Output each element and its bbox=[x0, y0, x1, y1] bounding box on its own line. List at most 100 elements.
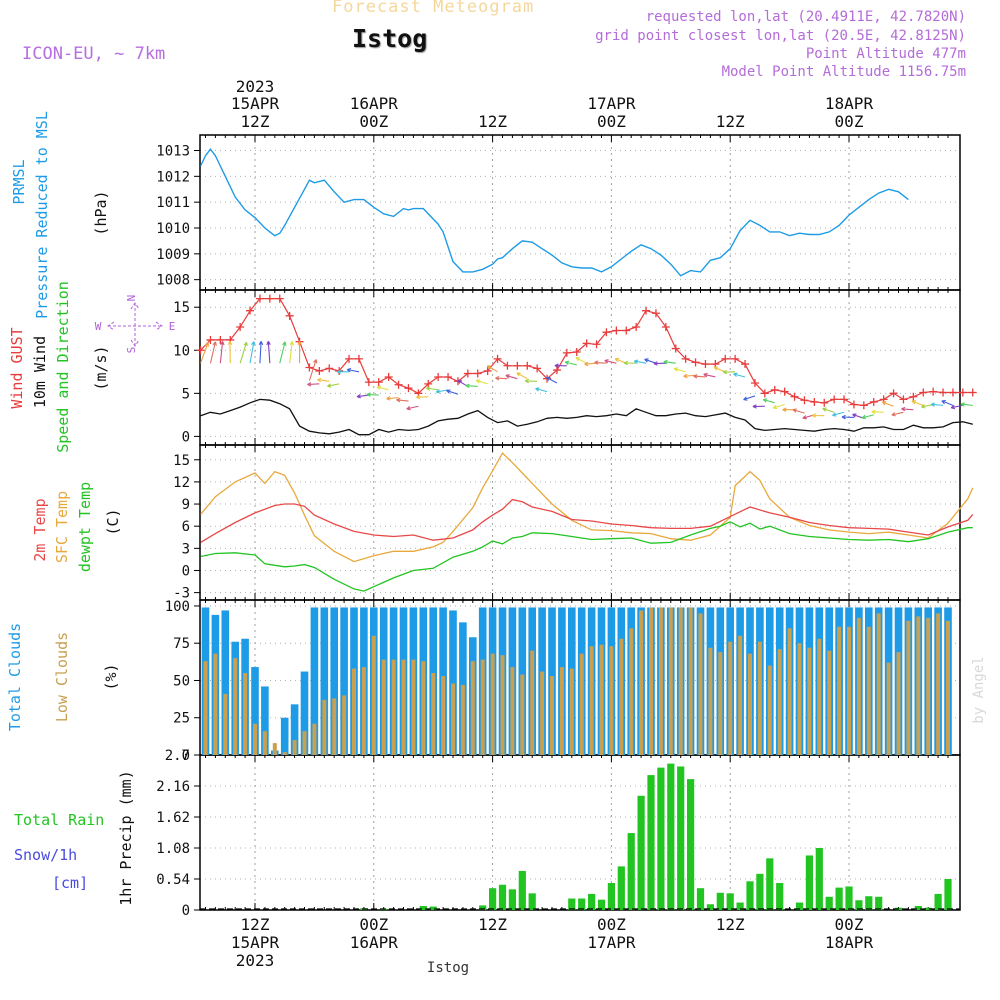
low-clouds-bar bbox=[262, 731, 267, 755]
low-clouds-bar bbox=[322, 699, 327, 755]
wind-direction-arrow bbox=[841, 414, 854, 420]
wind-direction-arrow bbox=[366, 392, 379, 397]
top-hour-label: 00Z bbox=[597, 112, 626, 131]
wind-gust-point bbox=[196, 346, 205, 355]
wind-gust-point bbox=[681, 354, 690, 363]
sfc-temp-line bbox=[200, 452, 974, 563]
low-clouds-bar bbox=[916, 616, 921, 755]
wind-gust-point bbox=[741, 360, 750, 369]
wind-10m-label: 10m Wind bbox=[31, 336, 49, 408]
bottom-date-label: 16APR bbox=[350, 933, 399, 952]
wind-gust-point bbox=[345, 354, 354, 363]
wind-gust-point bbox=[552, 366, 561, 375]
low-clouds-bar bbox=[559, 667, 564, 755]
wind-gust-point bbox=[533, 364, 542, 373]
rain-bar bbox=[855, 900, 863, 910]
rain-bar bbox=[627, 833, 635, 910]
low-clouds-bar bbox=[352, 668, 356, 755]
y-tick-label: 1010 bbox=[156, 221, 190, 237]
rain-bar bbox=[875, 896, 883, 910]
rain-bar bbox=[825, 896, 833, 910]
wind-gust-point bbox=[830, 395, 839, 404]
rain-bar bbox=[795, 902, 804, 910]
compass-icon bbox=[107, 302, 163, 347]
wind-direction-arrow bbox=[545, 376, 558, 384]
wind-direction-arrow bbox=[683, 373, 696, 379]
low-clouds-bar bbox=[946, 620, 950, 755]
wind-direction-arrow bbox=[356, 394, 369, 399]
low-clouds-bar bbox=[391, 659, 396, 755]
wind-gust-point bbox=[236, 323, 245, 332]
wind-direction-arrow bbox=[871, 409, 884, 415]
wind-direction-arrow bbox=[554, 363, 567, 368]
wind-gust-point bbox=[770, 385, 779, 394]
low-clouds-bar bbox=[203, 661, 208, 755]
top-hour-label: 00Z bbox=[835, 112, 864, 131]
wind-gust-line bbox=[200, 298, 973, 407]
low-clouds-bar bbox=[233, 658, 238, 755]
wind-gust-point bbox=[958, 388, 967, 397]
y-tick-label: 15 bbox=[173, 453, 190, 469]
pressure-label-long: Pressure Reduced to MSL bbox=[33, 111, 51, 319]
wind-gust-point bbox=[612, 326, 621, 335]
low-clouds-bar bbox=[708, 647, 713, 755]
temp-units: (C) bbox=[104, 508, 122, 535]
wind-gust-point bbox=[859, 401, 868, 410]
wind-direction-arrow bbox=[297, 340, 302, 364]
wind-direction-arrow bbox=[495, 375, 508, 381]
compass-south: S bbox=[125, 347, 138, 354]
top-hour-label: 12Z bbox=[478, 112, 507, 131]
total-clouds-bar bbox=[310, 607, 319, 755]
rain-bar bbox=[687, 779, 695, 910]
bottom-hour-label: 00Z bbox=[835, 915, 864, 934]
wind-direction-arrow bbox=[594, 360, 607, 365]
low-clouds-bar bbox=[381, 659, 386, 755]
rain-bar bbox=[588, 893, 596, 910]
low-clouds-bar bbox=[619, 638, 624, 755]
wind-direction-arrow bbox=[535, 387, 548, 393]
total-clouds-bar bbox=[251, 667, 259, 755]
precip-label: 1hr Precip (mm) bbox=[117, 770, 135, 905]
panel-frame bbox=[199, 444, 961, 601]
low-clouds-bar bbox=[579, 653, 584, 755]
low-clouds-bar bbox=[213, 653, 218, 755]
pressure-line bbox=[199, 148, 909, 277]
wind-gust-point bbox=[750, 379, 759, 387]
low-clouds-bar bbox=[550, 676, 554, 755]
wind-gust-point bbox=[869, 397, 878, 406]
wind-gust-point bbox=[305, 363, 314, 372]
wind-direction-arrow bbox=[465, 383, 478, 389]
wind-direction-arrow bbox=[406, 405, 419, 411]
low-clouds-bar bbox=[500, 655, 505, 755]
wind-gust-point bbox=[701, 360, 710, 369]
rain-bar bbox=[706, 904, 714, 910]
wind-direction-arrow bbox=[308, 359, 318, 381]
rain-bar bbox=[944, 879, 952, 910]
rain-bar bbox=[657, 767, 665, 910]
wind-direction-arrow bbox=[752, 404, 765, 409]
low-clouds-bar bbox=[856, 617, 861, 755]
wind-gust-point bbox=[651, 309, 660, 318]
wind-gust-point bbox=[206, 335, 215, 344]
panel-pressure: 1008 1009 1010 1011 1012 1013 bbox=[156, 134, 961, 291]
low-clouds-bar bbox=[431, 673, 436, 755]
wind-direction-arrow bbox=[289, 341, 295, 364]
y-tick-label: 10 bbox=[173, 343, 190, 359]
wind-gust-point bbox=[374, 378, 383, 387]
rain-bar bbox=[716, 892, 724, 910]
point-altitude: Point Altitude 477m bbox=[805, 46, 966, 62]
top-hour-label: 00Z bbox=[359, 112, 388, 131]
wind-direction-arrow bbox=[575, 357, 587, 364]
low-clouds-bar bbox=[678, 607, 683, 755]
wind-direction-arrow bbox=[227, 340, 233, 364]
y-tick-label: 1.08 bbox=[156, 841, 190, 857]
wind-gust-point bbox=[899, 395, 908, 404]
wind-direction-arrow bbox=[239, 341, 248, 364]
dewpt-temp-label: dewpt Temp bbox=[76, 482, 94, 572]
rain-bar bbox=[815, 848, 823, 910]
y-tick-label: 3 bbox=[182, 541, 190, 557]
wind-gust-point bbox=[760, 389, 769, 398]
wind-direction-arrow bbox=[258, 340, 264, 364]
low-clouds-bar bbox=[520, 674, 525, 755]
